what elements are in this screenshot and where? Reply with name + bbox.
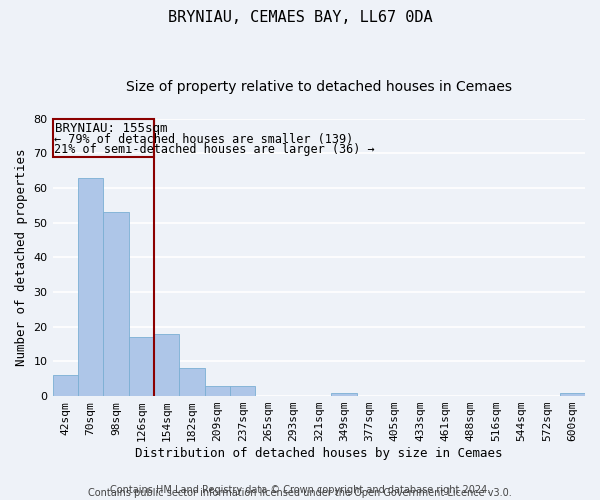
Bar [205, 386, 230, 396]
Text: BRYNIAU: 155sqm: BRYNIAU: 155sqm [55, 122, 167, 135]
Text: Contains HM Land Registry data © Crown copyright and database right 2024.: Contains HM Land Registry data © Crown c… [110, 485, 490, 495]
Title: Size of property relative to detached houses in Cemaes: Size of property relative to detached ho… [126, 80, 512, 94]
Bar [53, 119, 154, 157]
Text: BRYNIAU, CEMAES BAY, LL67 0DA: BRYNIAU, CEMAES BAY, LL67 0DA [167, 10, 433, 25]
Bar [179, 368, 205, 396]
Bar [560, 392, 585, 396]
Bar [331, 392, 357, 396]
Y-axis label: Number of detached properties: Number of detached properties [15, 148, 28, 366]
Bar [230, 386, 256, 396]
Bar [128, 337, 154, 396]
Text: ← 79% of detached houses are smaller (139): ← 79% of detached houses are smaller (13… [54, 132, 353, 145]
Bar [53, 376, 78, 396]
Bar [78, 178, 103, 396]
Bar [154, 334, 179, 396]
Bar [103, 212, 128, 396]
X-axis label: Distribution of detached houses by size in Cemaes: Distribution of detached houses by size … [135, 447, 503, 460]
Text: Contains public sector information licensed under the Open Government Licence v3: Contains public sector information licen… [88, 488, 512, 498]
Text: 21% of semi-detached houses are larger (36) →: 21% of semi-detached houses are larger (… [54, 143, 374, 156]
